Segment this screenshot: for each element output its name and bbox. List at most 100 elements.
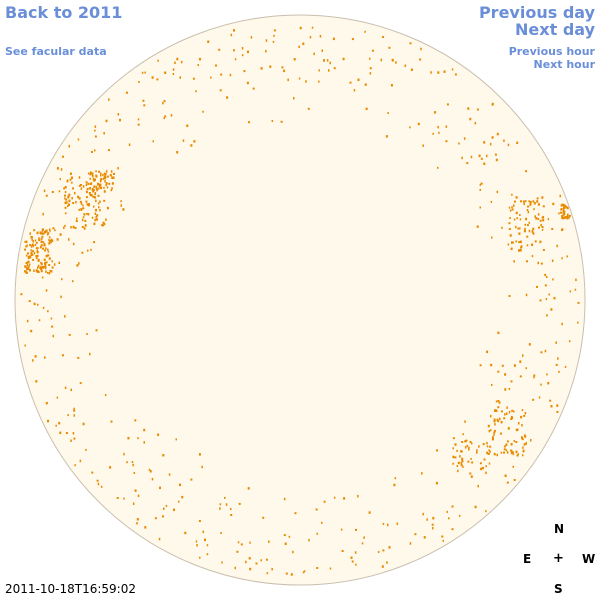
facula-speck bbox=[43, 243, 46, 247]
facula-speck bbox=[144, 526, 147, 529]
facula-speck bbox=[351, 560, 354, 563]
facula-speck bbox=[419, 58, 422, 61]
facula-speck bbox=[507, 427, 510, 430]
facula-speck bbox=[476, 449, 478, 452]
facula-speck bbox=[25, 240, 28, 244]
facula-speck bbox=[24, 248, 27, 251]
facula-speck bbox=[52, 227, 55, 230]
facula-speck bbox=[265, 39, 268, 42]
facula-speck bbox=[126, 461, 128, 464]
facula-speck bbox=[27, 252, 29, 255]
facula-speck bbox=[466, 162, 469, 165]
facula-speck bbox=[175, 438, 177, 441]
facula-speck bbox=[202, 110, 204, 113]
facula-speck bbox=[445, 140, 448, 143]
facula-speck bbox=[546, 314, 548, 317]
facula-speck bbox=[149, 470, 152, 473]
facula-speck bbox=[483, 162, 486, 165]
facula-speck bbox=[91, 216, 94, 219]
facula-speck bbox=[117, 167, 119, 170]
facula-speck bbox=[44, 356, 46, 359]
facula-speck bbox=[47, 248, 49, 251]
facula-speck bbox=[95, 199, 97, 203]
facula-speck bbox=[420, 47, 422, 51]
facula-speck bbox=[43, 258, 46, 262]
facula-speck bbox=[97, 194, 100, 197]
facula-speck bbox=[519, 240, 522, 244]
next-day-link[interactable]: Next day bbox=[515, 20, 595, 39]
see-facular-data-link[interactable]: See facular data bbox=[5, 45, 107, 58]
facula-speck bbox=[63, 226, 65, 229]
facula-speck bbox=[369, 57, 371, 60]
facula-speck bbox=[133, 472, 136, 474]
facula-speck bbox=[190, 478, 193, 481]
facula-speck bbox=[86, 212, 89, 215]
facula-speck bbox=[93, 222, 96, 226]
facula-speck bbox=[51, 260, 53, 263]
facula-speck bbox=[238, 502, 241, 505]
facula-speck bbox=[47, 419, 49, 423]
previous-day-link[interactable]: Previous day bbox=[478, 3, 595, 22]
facula-speck bbox=[523, 443, 526, 446]
facula-speck bbox=[343, 497, 346, 500]
facula-speck bbox=[487, 424, 490, 428]
back-to-year-link[interactable]: Back to 2011 bbox=[5, 3, 123, 22]
facula-speck bbox=[544, 284, 547, 287]
facula-speck bbox=[409, 542, 412, 545]
next-hour-link[interactable]: Next hour bbox=[533, 58, 596, 71]
facula-speck bbox=[42, 247, 44, 250]
facula-speck bbox=[103, 172, 106, 175]
facula-speck bbox=[490, 429, 492, 432]
facula-speck bbox=[48, 272, 51, 275]
facula-speck bbox=[414, 533, 417, 536]
facula-speck bbox=[33, 252, 36, 255]
facula-speck bbox=[73, 414, 75, 417]
facula-speck bbox=[225, 503, 228, 506]
facula-speck bbox=[518, 422, 520, 425]
facula-speck bbox=[547, 218, 550, 221]
facula-speck bbox=[522, 449, 525, 453]
facula-speck bbox=[143, 104, 146, 107]
facula-speck bbox=[512, 453, 515, 456]
previous-hour-link[interactable]: Previous hour bbox=[508, 45, 595, 58]
facula-speck bbox=[533, 376, 535, 379]
facula-speck bbox=[451, 68, 454, 71]
facula-speck bbox=[505, 443, 508, 446]
facula-speck bbox=[476, 108, 479, 111]
facula-speck bbox=[29, 255, 32, 258]
facula-speck bbox=[552, 202, 555, 206]
facula-speck bbox=[157, 433, 160, 436]
facula-speck bbox=[48, 257, 51, 260]
facula-speck bbox=[443, 70, 446, 73]
facula-speck bbox=[477, 484, 479, 488]
facula-speck bbox=[20, 293, 23, 296]
facula-speck bbox=[68, 333, 71, 336]
facula-speck bbox=[24, 344, 26, 347]
facula-speck bbox=[87, 249, 89, 252]
facula-speck bbox=[476, 451, 478, 454]
facula-speck bbox=[78, 176, 81, 179]
facula-speck bbox=[103, 222, 106, 226]
facula-speck bbox=[529, 203, 532, 206]
facula-speck bbox=[195, 90, 197, 93]
facula-speck bbox=[67, 195, 70, 198]
facula-speck bbox=[351, 38, 354, 41]
facula-speck bbox=[32, 250, 35, 253]
facula-speck bbox=[95, 216, 97, 219]
facula-speck bbox=[215, 64, 217, 67]
facula-speck bbox=[64, 191, 67, 193]
facula-speck bbox=[95, 208, 97, 212]
facula-speck bbox=[184, 531, 187, 535]
facula-speck bbox=[537, 203, 540, 206]
facula-speck bbox=[210, 76, 212, 79]
facula-speck bbox=[266, 572, 269, 575]
facula-speck bbox=[333, 496, 336, 499]
facula-speck bbox=[48, 236, 51, 239]
facula-speck bbox=[423, 536, 426, 539]
facula-speck bbox=[64, 224, 66, 227]
facula-speck bbox=[539, 299, 542, 302]
facula-speck bbox=[93, 196, 96, 199]
facula-speck bbox=[321, 521, 323, 524]
facula-speck bbox=[218, 48, 221, 51]
facula-speck bbox=[525, 217, 528, 221]
